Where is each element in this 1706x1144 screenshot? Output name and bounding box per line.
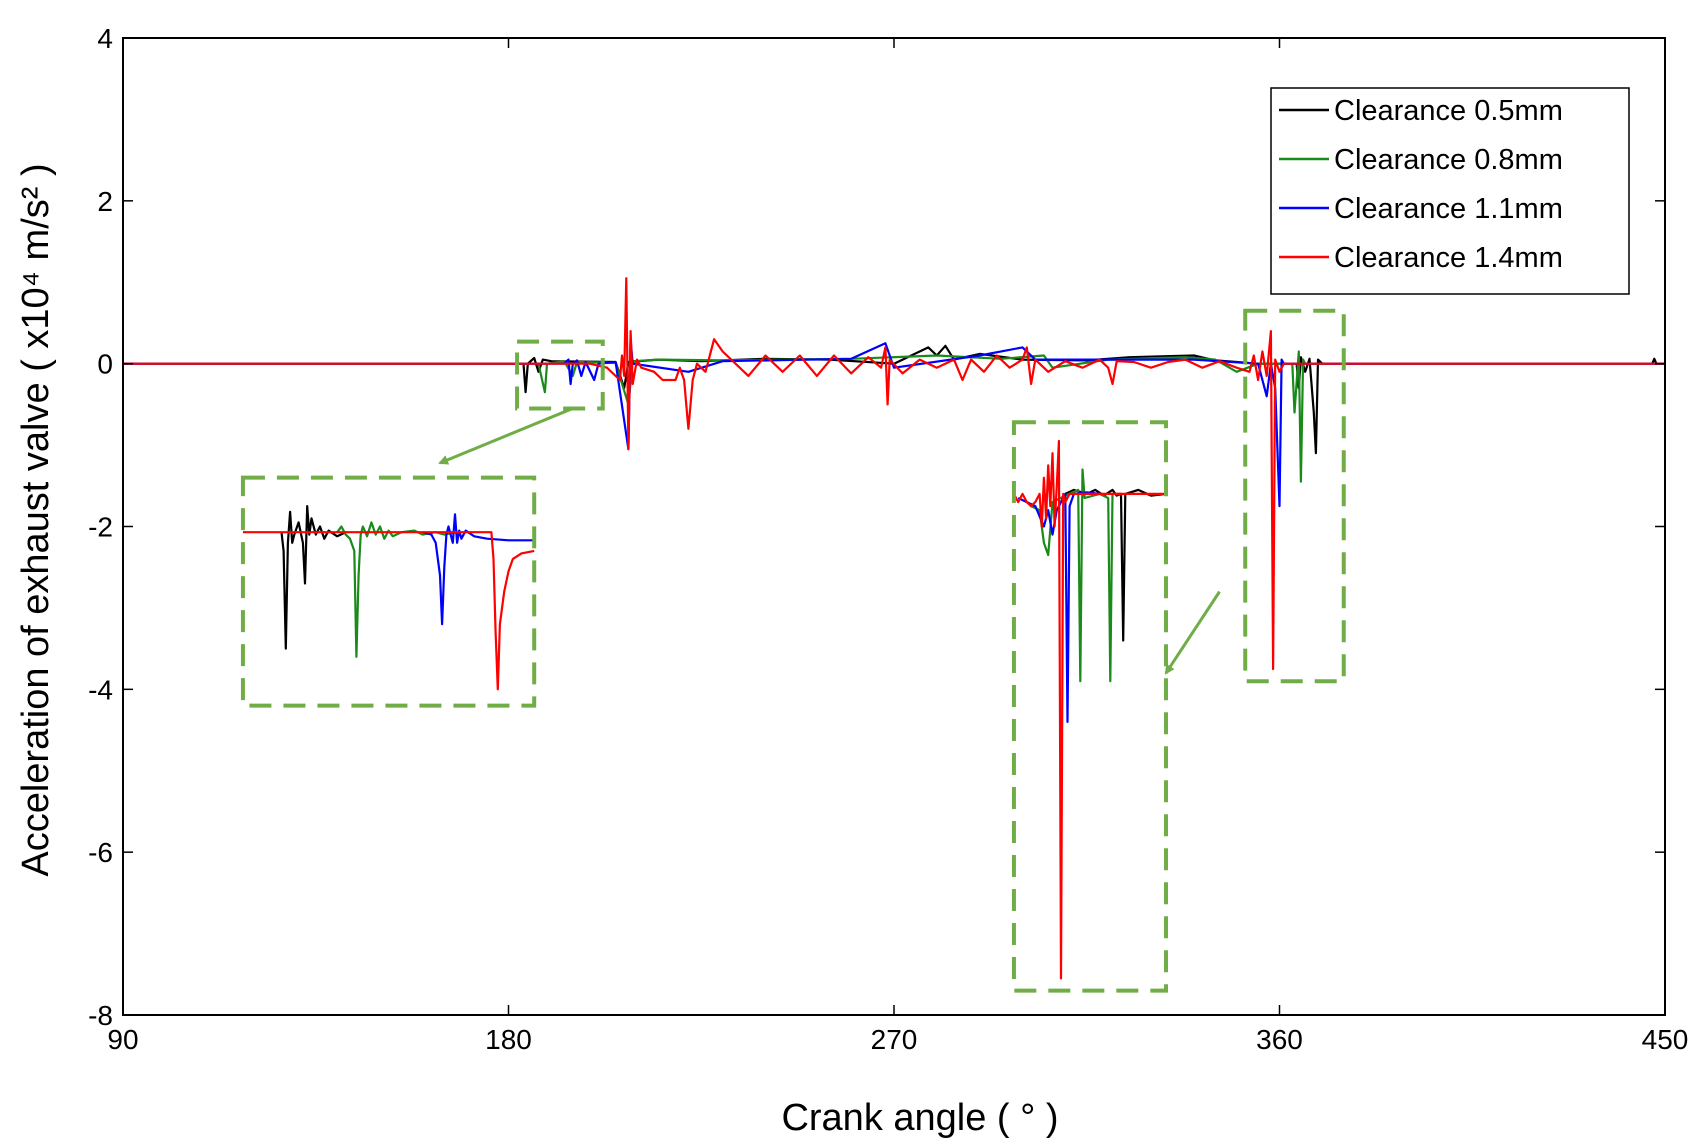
y-tick-label: 2 [97,186,113,217]
y-tick-label: -2 [88,512,113,543]
y-tick-label: -4 [88,674,113,705]
x-tick-label: 450 [1642,1024,1689,1055]
arrow-left [438,407,574,465]
y-axis-title: Acceleration of exhaust valve ( x10⁴ m/s… [15,163,57,876]
legend-label-clearance-0-5mm: Clearance 0.5mm [1334,95,1563,127]
series-layer [123,277,1665,671]
series-line-clearance-0-5mm [123,344,1665,455]
x-axis-ticks: 90 180 270 360 450 [107,38,1688,1055]
legend-label-clearance-1-1mm: Clearance 1.1mm [1334,193,1563,225]
inset-left-trace [280,505,347,650]
inset-right-trace [1012,439,1166,980]
legend-label-clearance-0-8mm: Clearance 0.8mm [1334,144,1563,176]
y-tick-label: -6 [88,837,113,868]
y-tick-label: 0 [97,349,113,380]
inset-left-trace [422,513,535,626]
x-tick-label: 360 [1256,1024,1303,1055]
series-line-clearance-1-1mm [123,338,1665,508]
inset-left-trace [242,531,535,691]
y-axis-ticks: 4 2 0 -2 -4 -6 -8 [88,23,1665,1031]
roi-left-box [515,339,605,411]
series-line-clearance-1-4mm [123,277,1665,671]
x-tick-label: 90 [107,1024,138,1055]
roi-right-box [1243,308,1346,684]
legend-label-clearance-1-4mm: Clearance 1.4mm [1334,242,1563,274]
inset-right-box [1011,420,1168,993]
x-tick-label: 270 [871,1024,918,1055]
inset-left-box [240,475,537,708]
arrow-right [1164,590,1221,675]
x-axis-title: Crank angle ( ° ) [781,1097,1058,1139]
series-line-clearance-0-8mm [123,350,1665,483]
inset-layer [242,439,1167,980]
y-tick-label: 4 [97,23,113,54]
y-tick-label: -8 [88,1000,113,1031]
x-tick-label: 180 [485,1024,532,1055]
legend: Clearance 0.5mm Clearance 0.8mm Clearance … [1270,87,1630,295]
annotation-layer [240,308,1346,993]
legend-box [1270,87,1630,295]
